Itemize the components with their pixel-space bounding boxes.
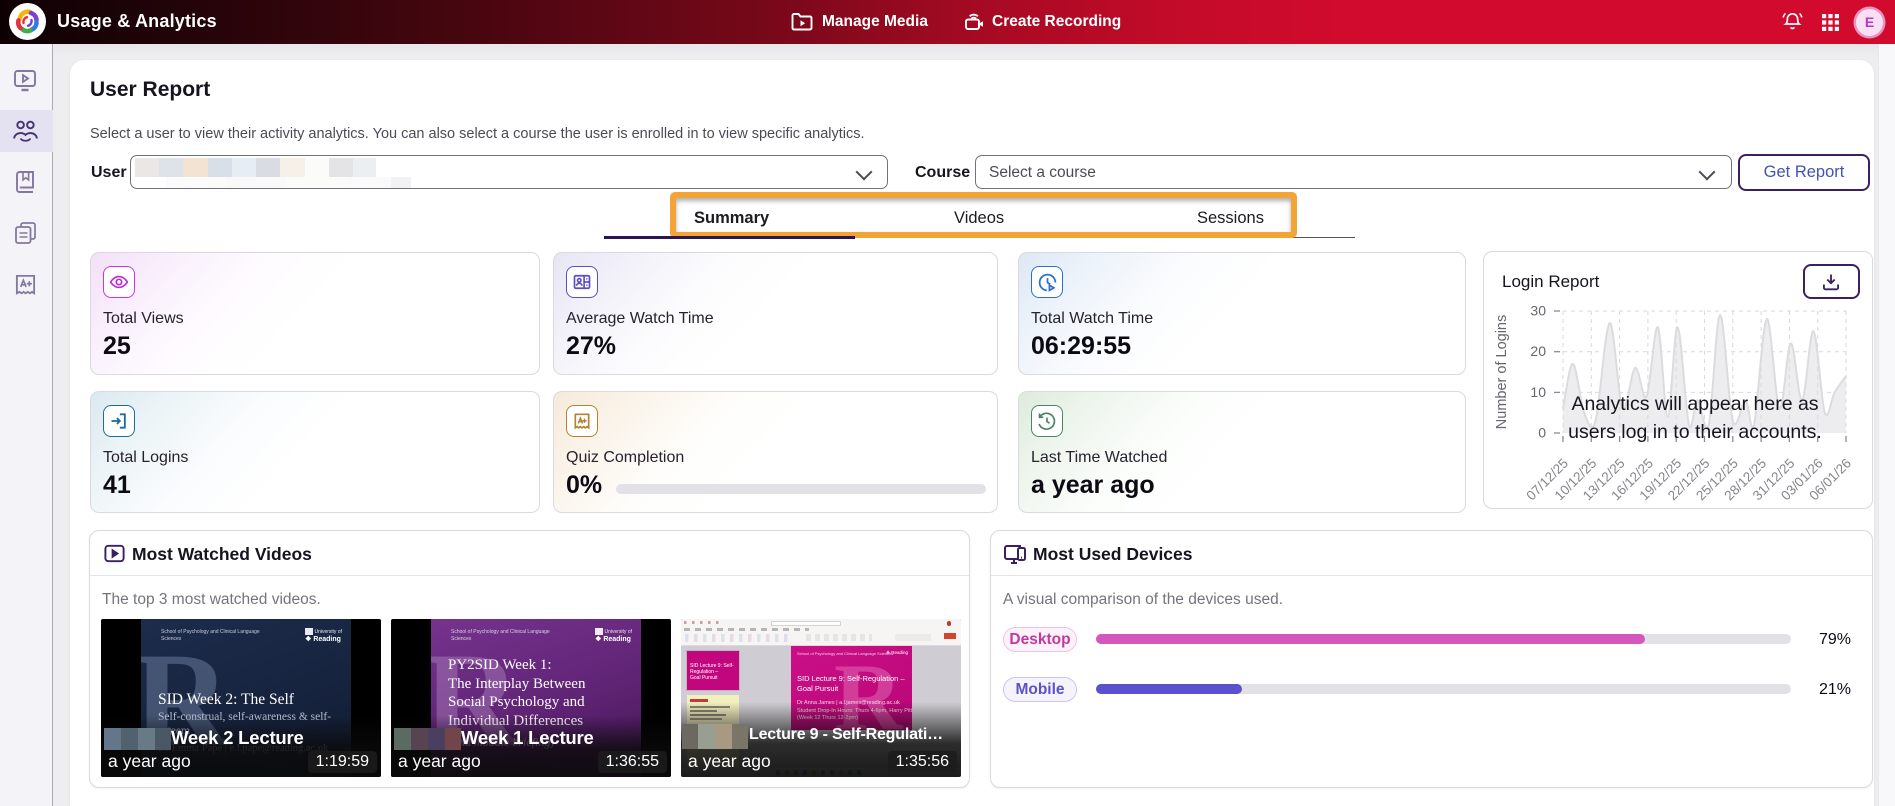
- svg-text:Number of Logins: Number of Logins: [1494, 315, 1510, 429]
- svg-text:0: 0: [1538, 425, 1546, 441]
- svg-text:30: 30: [1530, 303, 1546, 319]
- svg-text:20: 20: [1530, 343, 1546, 359]
- svg-text:10: 10: [1530, 384, 1546, 400]
